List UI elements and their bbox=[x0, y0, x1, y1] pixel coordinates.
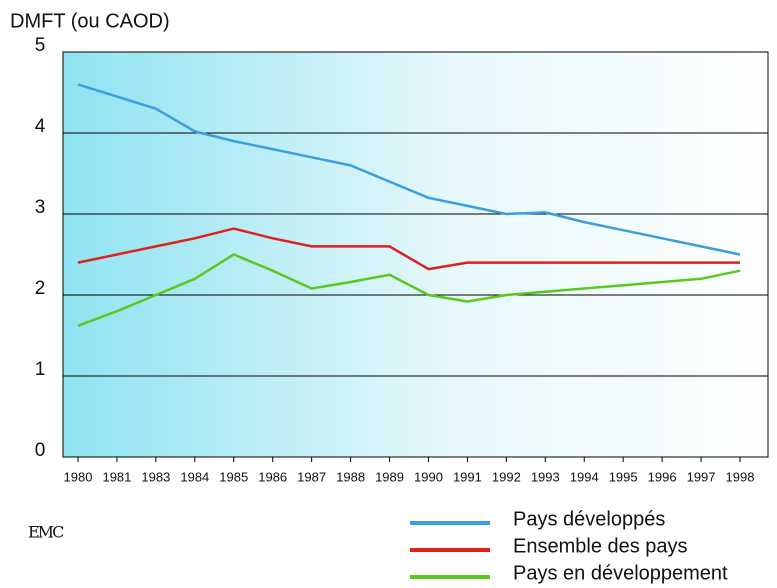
x-tick-label: 1984 bbox=[180, 469, 209, 484]
x-tick-label: 1991 bbox=[453, 469, 482, 484]
x-tick-label: 1981 bbox=[102, 469, 131, 484]
y-tick-label: 2 bbox=[35, 278, 46, 299]
legend-label: Pays en développement bbox=[513, 562, 728, 584]
series-line bbox=[77, 253, 741, 327]
x-tick-label: 1989 bbox=[375, 469, 404, 484]
x-tick-label: 1993 bbox=[531, 469, 560, 484]
x-tick-label: 1983 bbox=[141, 469, 170, 484]
x-tick-label: 1998 bbox=[726, 469, 755, 484]
x-tick-label: 1996 bbox=[648, 469, 677, 484]
x-tick-label: 1992 bbox=[492, 469, 521, 484]
legend-label: Pays développés bbox=[513, 508, 665, 530]
plot-area bbox=[62, 51, 769, 458]
x-tick-label: 1985 bbox=[219, 469, 248, 484]
x-tick-label: 1995 bbox=[609, 469, 638, 484]
series-line bbox=[77, 227, 740, 271]
legend-label: Ensemble des pays bbox=[513, 535, 688, 557]
x-tick-label: 1980 bbox=[64, 469, 93, 484]
x-tick-label: 1997 bbox=[687, 469, 716, 484]
y-tick-label: 1 bbox=[35, 359, 46, 380]
y-tick-label: 3 bbox=[35, 197, 46, 218]
x-tick-label: 1986 bbox=[258, 469, 287, 484]
y-tick-label: 5 bbox=[35, 35, 46, 56]
series-line bbox=[77, 83, 741, 256]
x-tick-label: 1988 bbox=[336, 469, 365, 484]
y-tick-label: 0 bbox=[35, 440, 46, 461]
x-tick-label: 1987 bbox=[297, 469, 326, 484]
y-axis-title: DMFT (ou CAOD) bbox=[10, 10, 170, 32]
x-tick-label: 1994 bbox=[570, 469, 599, 484]
y-tick-label: 4 bbox=[35, 116, 46, 137]
logo: EMC bbox=[28, 523, 64, 542]
x-tick-label: 1990 bbox=[414, 469, 443, 484]
